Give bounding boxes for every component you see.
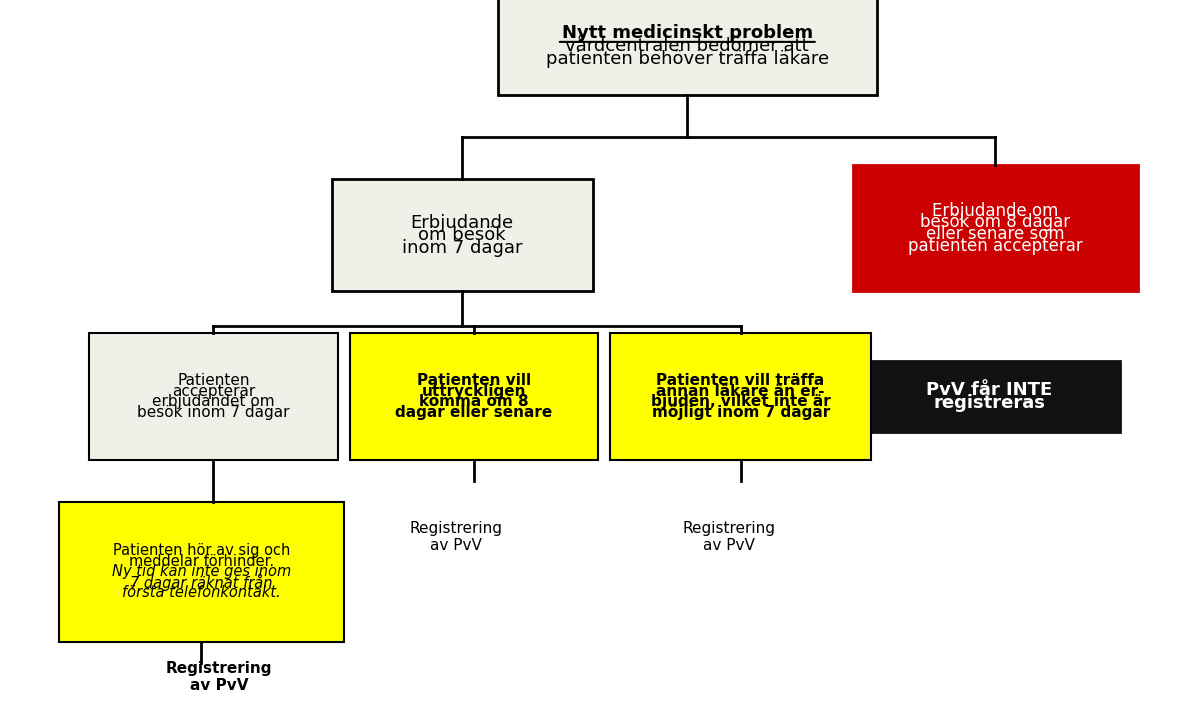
Text: uttryckligen: uttryckligen [422, 384, 526, 399]
Text: vårdcentralen bedömer att: vårdcentralen bedömer att [565, 37, 809, 55]
Text: bjuden, vilket inte är: bjuden, vilket inte är [651, 394, 831, 409]
FancyBboxPatch shape [859, 362, 1120, 431]
Text: om besök: om besök [418, 226, 506, 244]
FancyBboxPatch shape [59, 502, 344, 642]
Text: meddelar förhinder.: meddelar förhinder. [129, 554, 274, 569]
Text: 7 dagar räknat från: 7 dagar räknat från [130, 574, 273, 591]
Text: besök inom 7 dagar: besök inom 7 dagar [137, 405, 289, 420]
Text: PvV får INTE: PvV får INTE [927, 381, 1052, 399]
FancyBboxPatch shape [853, 165, 1138, 291]
FancyBboxPatch shape [498, 0, 877, 95]
Text: möjligt inom 7 dagar: möjligt inom 7 dagar [652, 405, 829, 420]
FancyBboxPatch shape [332, 179, 592, 291]
Text: Patienten: Patienten [177, 372, 250, 388]
Text: eller senare som: eller senare som [927, 225, 1064, 243]
Text: Erbjudande: Erbjudande [410, 214, 514, 231]
Text: Nytt medicinskt problem: Nytt medicinskt problem [562, 24, 813, 43]
Text: dagar eller senare: dagar eller senare [396, 405, 552, 420]
Text: besök om 8 dagar: besök om 8 dagar [921, 214, 1070, 231]
FancyBboxPatch shape [610, 333, 871, 460]
Text: patienten behöver träffa läkare: patienten behöver träffa läkare [546, 50, 828, 68]
Text: Ny tid kan inte ges inom: Ny tid kan inte ges inom [111, 565, 292, 580]
Text: Registrering
av PvV: Registrering av PvV [683, 520, 775, 553]
Text: Erbjudande om: Erbjudande om [933, 201, 1058, 220]
Text: Patienten hör av sig och: Patienten hör av sig och [113, 543, 290, 558]
Text: accepterar: accepterar [172, 384, 255, 399]
Text: första telefonkontakt.: första telefonkontakt. [122, 585, 281, 600]
FancyBboxPatch shape [89, 333, 338, 460]
Text: Patienten vill: Patienten vill [417, 372, 531, 388]
FancyBboxPatch shape [350, 333, 598, 460]
Text: erbjudandet om: erbjudandet om [152, 394, 275, 409]
Text: registreras: registreras [934, 394, 1045, 412]
Text: komma om 8: komma om 8 [419, 394, 529, 409]
Text: Registrering
av PvV: Registrering av PvV [410, 520, 502, 553]
Text: patienten accepterar: patienten accepterar [908, 237, 1083, 255]
Text: inom 7 dagar: inom 7 dagar [402, 239, 523, 257]
Text: Registrering
av PvV: Registrering av PvV [166, 661, 273, 693]
Text: Patienten vill träffa: Patienten vill träffa [656, 372, 825, 388]
Text: annan läkare än er-: annan läkare än er- [656, 384, 825, 399]
